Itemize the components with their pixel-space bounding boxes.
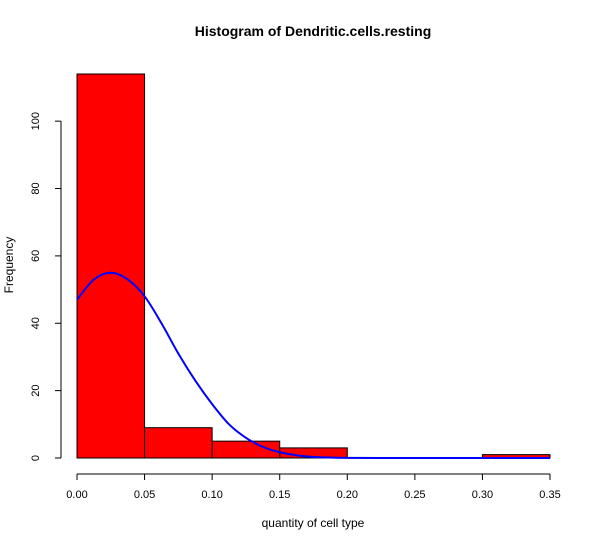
histogram-bar-1 [144,427,213,459]
y-axis-title: Frequency [2,237,16,294]
histogram-bars [76,73,551,459]
x-tick-label-2: 0.10 [201,489,222,501]
y-tick-label-2: 40 [30,317,42,329]
x-tick-label-0: 0.00 [66,489,87,501]
y-tick-label-4: 80 [30,182,42,194]
x-axis: 0.00 0.05 0.10 0.15 0.20 0.25 0.30 0.35 [66,473,561,501]
x-axis-title: quantity of cell type [262,516,365,530]
x-tick-label-7: 0.35 [539,489,560,501]
histogram-bar-0 [76,73,146,459]
x-tick-label-4: 0.20 [337,489,358,501]
chart-title: Histogram of Dendritic.cells.resting [195,23,432,39]
density-curve [76,271,550,460]
y-tick-label-5: 100 [30,112,42,130]
y-tick-label-1: 20 [30,385,42,397]
x-tick-label-1: 0.05 [134,489,155,501]
x-tick-label-5: 0.25 [404,489,425,501]
x-tick-label-3: 0.15 [269,489,290,501]
y-tick-label-0: 0 [30,455,42,461]
y-tick-label-3: 60 [30,250,42,262]
density-curve-group [76,271,550,460]
x-tick-label-6: 0.30 [472,489,493,501]
y-axis: 0 20 40 60 80 100 [30,112,62,461]
